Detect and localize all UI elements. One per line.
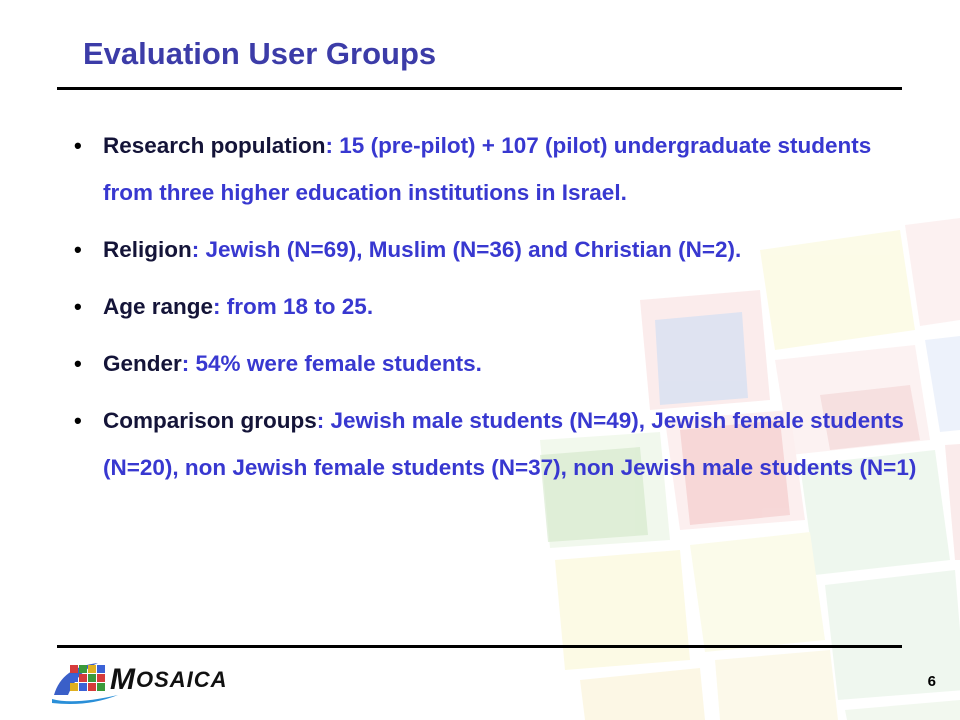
bullet-text: 54% were female students. [195, 351, 482, 376]
bullet-dot-icon: • [74, 408, 82, 433]
bullet-religion: • Religion: Jewish (N=69), Muslim (N=36)… [57, 226, 917, 273]
page-number: 6 [927, 673, 936, 690]
slide-title: Evaluation User Groups [83, 36, 437, 71]
bullet-separator: : [316, 408, 331, 433]
bullet-dot-icon: • [74, 351, 82, 376]
title-divider [57, 87, 902, 90]
mosaica-logo-icon: M OSAICA [52, 663, 228, 704]
footer-divider [57, 645, 902, 648]
bullet-separator: : [191, 237, 206, 262]
bullet-comparison-groups: • Comparison groups: Jewish male student… [57, 397, 917, 491]
svg-text:OSAICA: OSAICA [136, 667, 228, 692]
bullet-gender: • Gender: 54% were female students. [57, 340, 917, 387]
bullet-age-range: • Age range: from 18 to 25. [57, 283, 917, 330]
bullet-separator: : [325, 133, 340, 158]
bullet-dot-icon: • [74, 237, 82, 262]
bullet-label: Age range [103, 294, 214, 319]
svg-text:M: M [110, 663, 136, 696]
bullet-separator: : [213, 294, 227, 319]
bullet-text: from 18 to 25. [226, 294, 374, 319]
bullet-research-population: • Research population: 15 (pre-pilot) + … [57, 122, 917, 216]
bullet-text: 15 (pre-pilot) + 107 (pilot) undergradua… [103, 133, 872, 205]
bullet-dot-icon: • [74, 133, 82, 158]
bullet-label: Religion [103, 237, 192, 262]
bullet-label: Gender [103, 351, 182, 376]
bullet-dot-icon: • [74, 294, 82, 319]
bullet-label: Comparison groups [103, 408, 317, 433]
bullet-separator: : [181, 351, 196, 376]
bullet-text: Jewish (N=69), Muslim (N=36) and Christi… [205, 237, 742, 262]
bullet-list: • Research population: 15 (pre-pilot) + … [57, 122, 917, 501]
bullet-label: Research population [103, 133, 326, 158]
bullet-text: Jewish male students (N=49), Jewish fema… [103, 408, 917, 480]
